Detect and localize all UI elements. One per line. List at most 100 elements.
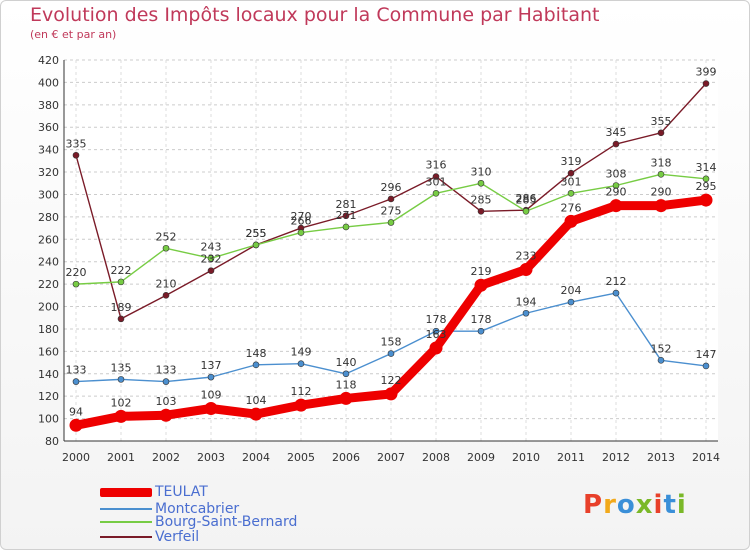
legend-swatch-teulat — [100, 487, 152, 497]
data-label-teulat: 109 — [201, 389, 222, 402]
data-label-montcabrier: 137 — [201, 359, 222, 372]
data-point-teulat — [204, 402, 218, 416]
data-point-teulat — [384, 387, 398, 401]
data-point-teulat — [519, 263, 533, 277]
data-point-montcabrier — [702, 362, 710, 370]
legend-swatch-verfeil — [100, 536, 152, 538]
logo-letter: r — [603, 490, 617, 520]
x-tick-label: 2010 — [512, 451, 540, 464]
data-point-verfeil — [117, 315, 125, 323]
x-tick-label: 2012 — [602, 451, 630, 464]
data-label-bourg-saint-bernard: 310 — [471, 165, 492, 178]
data-label-teulat: 163 — [426, 328, 447, 341]
data-label-teulat: 118 — [336, 378, 357, 391]
y-tick-label: 280 — [38, 211, 59, 224]
data-point-montcabrier — [297, 360, 305, 367]
data-point-bourg-saint-bernard — [297, 229, 305, 236]
y-tick-label: 360 — [38, 121, 59, 134]
data-label-teulat: 233 — [516, 250, 537, 263]
logo-letter: i — [676, 490, 687, 520]
legend-item-teulat: TEULAT — [100, 484, 208, 500]
data-point-teulat — [609, 199, 623, 213]
data-label-verfeil: 255 — [246, 227, 267, 240]
legend-item-montcabrier: Montcabrier — [100, 501, 239, 517]
data-label-bourg-saint-bernard: 222 — [111, 264, 132, 277]
data-label-teulat: 103 — [156, 395, 177, 408]
data-label-bourg-saint-bernard: 266 — [291, 215, 312, 228]
data-label-montcabrier: 204 — [561, 284, 582, 297]
data-label-montcabrier: 194 — [516, 295, 537, 308]
legend-label-montcabrier: Montcabrier — [155, 501, 240, 517]
y-tick-label: 420 — [38, 54, 59, 67]
data-point-teulat — [294, 398, 308, 412]
data-point-verfeil — [342, 212, 350, 220]
data-label-bourg-saint-bernard: 318 — [651, 156, 672, 169]
data-point-teulat — [699, 193, 713, 207]
legend-item-bourg-saint-bernard: Bourg-Saint-Bernard — [100, 514, 297, 530]
data-point-bourg-saint-bernard — [72, 280, 80, 288]
data-label-verfeil: 232 — [201, 253, 222, 266]
x-tick-label: 2002 — [152, 451, 180, 464]
data-label-verfeil: 335 — [66, 137, 87, 150]
data-point-teulat — [339, 391, 353, 405]
data-label-verfeil: 286 — [516, 192, 537, 205]
x-tick-label: 2006 — [332, 451, 360, 464]
x-tick-label: 2013 — [647, 451, 675, 464]
y-tick-label: 200 — [38, 301, 59, 314]
data-label-verfeil: 189 — [111, 301, 132, 314]
legend-swatch-montcabrier — [100, 508, 152, 510]
y-tick-label: 320 — [38, 166, 59, 179]
data-point-teulat — [69, 418, 83, 432]
data-label-verfeil: 281 — [336, 198, 357, 211]
x-tick-label: 2009 — [467, 451, 495, 464]
logo-letter: i — [653, 490, 664, 520]
data-label-teulat: 290 — [606, 186, 627, 199]
legend-item-verfeil: Verfeil — [100, 529, 199, 545]
data-label-montcabrier: 135 — [111, 361, 132, 374]
data-point-montcabrier — [657, 357, 665, 364]
data-point-verfeil — [657, 129, 665, 137]
data-label-teulat: 104 — [246, 394, 267, 407]
data-point-verfeil — [387, 195, 395, 203]
data-point-montcabrier — [567, 298, 575, 306]
data-point-teulat — [249, 407, 263, 421]
data-point-verfeil — [162, 292, 170, 299]
x-tick-label: 2008 — [422, 451, 450, 464]
data-label-bourg-saint-bernard: 220 — [66, 266, 87, 279]
data-label-montcabrier: 133 — [66, 364, 87, 377]
legend-label-verfeil: Verfeil — [155, 529, 200, 545]
data-label-verfeil: 285 — [471, 193, 492, 206]
x-tick-label: 2000 — [62, 451, 90, 464]
logo-letter: o — [616, 490, 636, 520]
y-tick-label: 220 — [38, 278, 59, 291]
data-point-montcabrier — [387, 350, 395, 357]
data-label-bourg-saint-bernard: 252 — [156, 230, 177, 243]
data-label-bourg-saint-bernard: 314 — [696, 161, 717, 174]
data-label-verfeil: 355 — [651, 115, 672, 128]
data-label-verfeil: 316 — [426, 159, 447, 172]
data-point-verfeil — [702, 80, 710, 87]
y-tick-label: 240 — [38, 256, 59, 269]
data-label-teulat: 122 — [381, 374, 402, 387]
legend-label-bourg-saint-bernard: Bourg-Saint-Bernard — [155, 514, 298, 530]
x-tick-label: 2007 — [377, 451, 405, 464]
data-point-montcabrier — [432, 327, 440, 335]
chart-title: Evolution des Impôts locaux pour la Comm… — [30, 4, 600, 26]
data-point-bourg-saint-bernard — [567, 190, 575, 197]
data-label-teulat: 94 — [69, 405, 83, 418]
data-point-montcabrier — [252, 361, 260, 369]
data-point-bourg-saint-bernard — [252, 241, 260, 249]
data-label-verfeil: 296 — [381, 181, 402, 194]
chart-subtitle: (en € et par an) — [30, 28, 117, 41]
y-tick-label: 260 — [38, 233, 59, 246]
data-point-verfeil — [567, 169, 575, 177]
data-point-montcabrier — [117, 376, 125, 383]
legend-label-teulat: TEULAT — [155, 484, 208, 500]
logo-letter: x — [635, 490, 654, 520]
logo-letter: P — [583, 490, 604, 520]
y-tick-label: 120 — [38, 390, 59, 403]
data-label-montcabrier: 133 — [156, 364, 177, 377]
data-point-teulat — [114, 409, 128, 423]
y-tick-label: 100 — [38, 413, 59, 426]
